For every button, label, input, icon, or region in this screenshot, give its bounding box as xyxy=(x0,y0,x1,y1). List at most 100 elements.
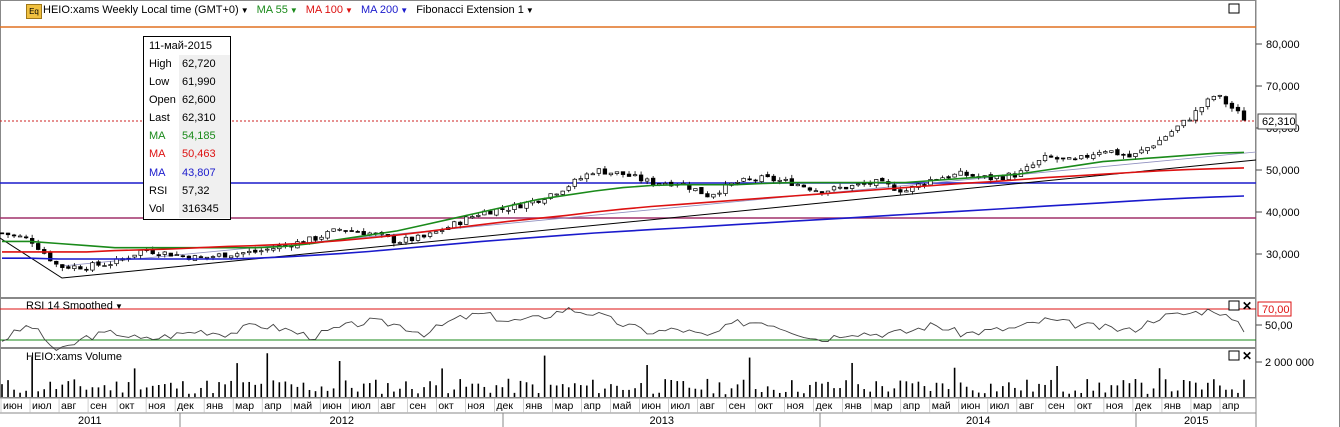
tooltip-row: Low 61,990 xyxy=(144,73,230,92)
rsi-dropdown-icon[interactable]: ▼ xyxy=(115,302,123,311)
volume-bar xyxy=(676,381,679,397)
volume-bars xyxy=(1,353,1245,397)
symbol-dropdown-icon[interactable]: ▼ xyxy=(240,5,249,15)
volume-bar xyxy=(905,381,908,397)
candle-body xyxy=(1006,172,1012,180)
month-label: апр xyxy=(903,400,921,412)
candle-body xyxy=(271,248,276,251)
volume-bar xyxy=(477,383,480,397)
candle-body xyxy=(1091,154,1096,159)
volume-bar xyxy=(1128,383,1131,397)
candle-body xyxy=(1211,96,1217,101)
rsi-maximize-button[interactable] xyxy=(1228,300,1240,311)
volume-bar xyxy=(1038,383,1040,397)
month-label: июл xyxy=(32,400,52,412)
candle-body xyxy=(168,252,173,257)
candle-body xyxy=(60,264,65,268)
volume-bar xyxy=(857,384,859,397)
symbol-label[interactable]: HEIO:xams Weekly Local time (GMT+0) xyxy=(43,4,239,16)
candle-body xyxy=(880,177,885,182)
volume-bar xyxy=(941,383,944,397)
month-label: июн xyxy=(322,400,342,412)
tooltip-value: 316345 xyxy=(179,199,230,218)
candle-body xyxy=(1079,155,1084,160)
volume-bar xyxy=(1020,390,1022,397)
ma100-dropdown-icon[interactable]: ▼ xyxy=(345,5,353,15)
candle-body xyxy=(1054,157,1060,160)
volume-bar xyxy=(778,392,781,397)
candle-body xyxy=(741,177,746,182)
volume-close-icon[interactable]: ✕ xyxy=(1242,349,1252,363)
volume-bar xyxy=(784,391,787,397)
tooltip-value: 57,32 xyxy=(179,181,230,200)
volume-bar xyxy=(519,380,522,397)
volume-bar xyxy=(194,393,196,397)
candle-body xyxy=(198,256,204,258)
volume-bar xyxy=(579,385,582,397)
volume-bar xyxy=(411,389,413,397)
candle-body xyxy=(397,242,403,244)
candle-body xyxy=(0,232,5,235)
volume-bar xyxy=(525,382,528,397)
month-label: июн xyxy=(961,400,981,412)
volume-bar xyxy=(423,387,425,397)
volume-bar xyxy=(332,388,335,397)
volume-bar xyxy=(1116,385,1119,397)
month-label: мар xyxy=(874,400,893,412)
ma200-dropdown-icon[interactable]: ▼ xyxy=(400,5,409,15)
volume-bar xyxy=(1062,391,1064,397)
candle-body xyxy=(1139,149,1144,154)
volume-maximize-button[interactable] xyxy=(1228,350,1240,361)
volume-bar xyxy=(1026,379,1028,397)
rsi-close-icon[interactable]: ✕ xyxy=(1242,299,1252,313)
month-label: сен xyxy=(409,400,426,412)
volume-bar xyxy=(543,355,546,397)
eq-icon[interactable]: Eq xyxy=(26,4,42,19)
candle-body xyxy=(644,178,650,182)
candle-body xyxy=(452,221,457,229)
volume-bar xyxy=(218,382,220,397)
tooltip-row: High 62,720 xyxy=(144,55,230,74)
volume-bar xyxy=(133,368,136,397)
rsi-title[interactable]: RSI 14 Smoothed xyxy=(26,300,113,312)
volume-bar xyxy=(965,386,968,397)
candle-body xyxy=(1235,106,1241,112)
volume-bar xyxy=(139,389,142,397)
tooltip-row: Open 62,600 xyxy=(144,91,230,110)
volume-bar xyxy=(145,387,148,397)
candle-body xyxy=(542,199,547,204)
volume-bar xyxy=(399,388,401,397)
ma200-label[interactable]: MA 200 xyxy=(360,4,399,16)
fibonacci-label[interactable]: Fibonacci Extension 1 xyxy=(416,4,524,16)
volume-title[interactable]: HEIO:xams Volume xyxy=(26,351,122,363)
time-axis: июн июл авг сен окт ноя дек янв мар апр май июн июл а… xyxy=(0,398,1257,427)
candle-body xyxy=(494,208,499,216)
tooltip-value: 43,807 xyxy=(179,163,230,182)
volume-bar xyxy=(917,381,920,397)
ma55-dropdown-icon[interactable]: ▼ xyxy=(289,5,298,15)
volume-bar xyxy=(839,388,841,397)
fibonacci-dropdown-icon[interactable]: ▼ xyxy=(525,5,534,15)
month-label: май xyxy=(612,400,631,412)
month-label: июн xyxy=(642,400,662,412)
candle-body xyxy=(831,186,837,191)
candle-body xyxy=(554,193,559,196)
volume-bar xyxy=(121,392,124,397)
volume-bar xyxy=(405,381,407,397)
price-panel-maximize-button[interactable] xyxy=(1228,3,1240,14)
volume-bar xyxy=(338,361,341,397)
ma55-label[interactable]: MA 55 xyxy=(256,4,288,16)
candle-body xyxy=(1169,131,1174,137)
volume-bar xyxy=(266,353,269,397)
candle-body xyxy=(1097,151,1102,156)
month-label: апр xyxy=(583,400,601,412)
candle-body xyxy=(488,210,493,215)
volume-bar xyxy=(875,381,878,397)
month-label: мар xyxy=(1193,400,1212,412)
tooltip-value: 62,600 xyxy=(179,91,230,110)
volume-bar xyxy=(495,385,498,397)
last-price-marker xyxy=(1257,113,1297,130)
ma100-label[interactable]: MA 100 xyxy=(305,4,344,16)
tooltip-date: 11-май-2015 xyxy=(149,40,213,52)
candle-body xyxy=(228,255,234,259)
